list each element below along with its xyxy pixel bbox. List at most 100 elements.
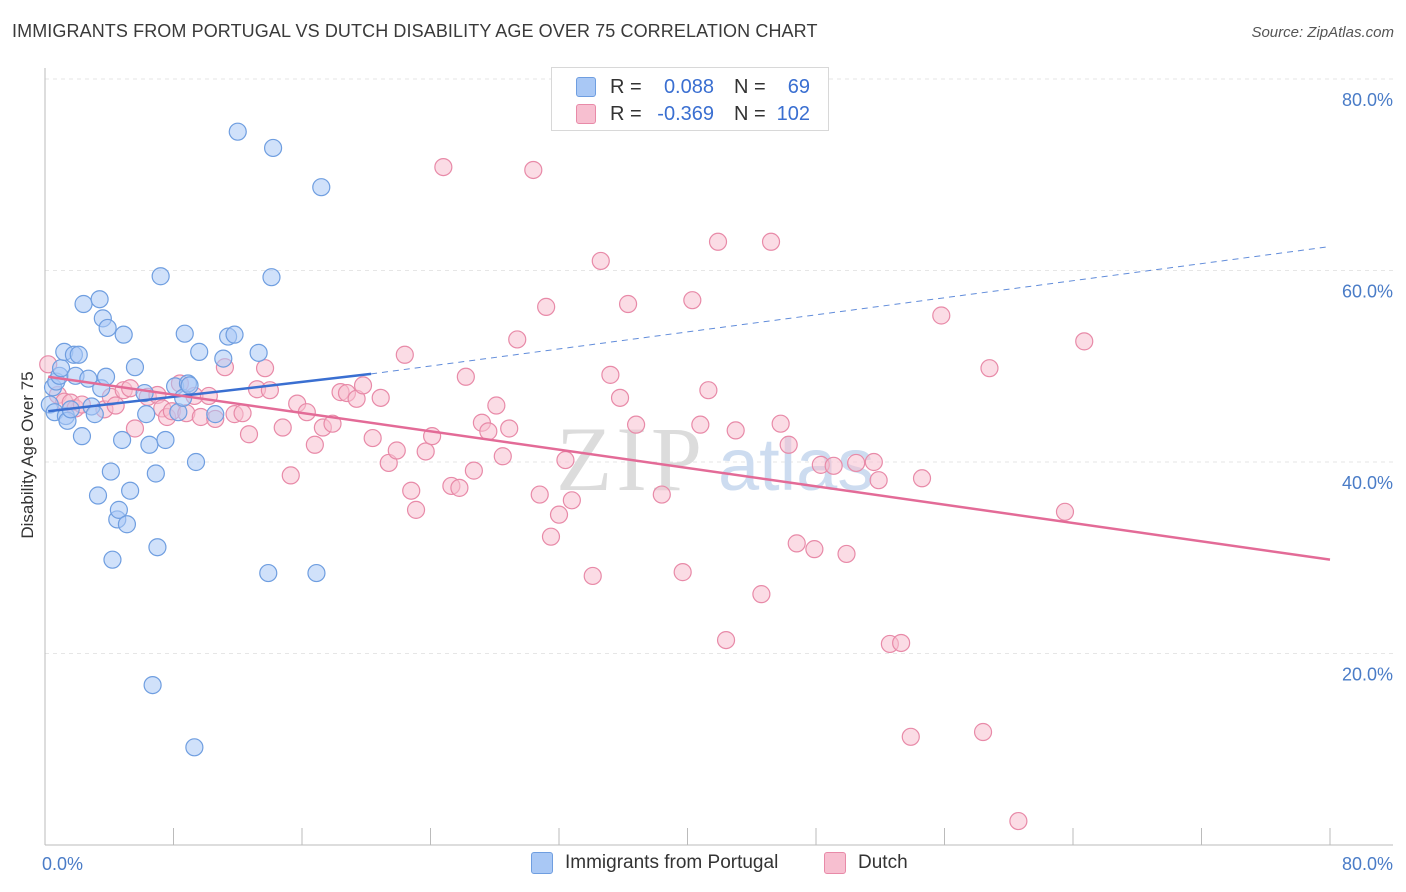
dutch-point [716, 630, 736, 650]
dutch-point [402, 481, 421, 500]
legend-n-value: 69 [787, 75, 810, 98]
dutch-point [1009, 811, 1028, 831]
portugal-point [259, 563, 278, 583]
dutch-point [610, 388, 630, 407]
portugal-point [69, 345, 88, 364]
y-tick-label: 60.0% [1342, 282, 1393, 302]
portugal-point [225, 325, 244, 344]
dutch-point [239, 425, 259, 444]
dutch-point [1075, 332, 1094, 351]
dutch-point [892, 633, 911, 653]
dutch-point [1055, 502, 1075, 521]
dutch-point [932, 306, 951, 325]
portugal-point [148, 538, 167, 557]
dutch-point [699, 381, 718, 400]
portugal-point [121, 481, 140, 500]
portugal-point [74, 294, 93, 314]
dutch-point [556, 450, 575, 470]
dutch-point [106, 396, 125, 415]
portugal-point [175, 324, 194, 343]
legend-n-value: 102 [776, 102, 810, 125]
dutch-point [837, 544, 856, 564]
legend-swatch-portugal [576, 77, 596, 97]
legend-row-dutch: R = -0.369 N = 102 [576, 101, 810, 127]
y-axis-label: Disability Age Over 75 [18, 371, 37, 538]
dutch-point [434, 157, 453, 177]
dutch-point [683, 291, 702, 310]
dutch-point [500, 419, 519, 438]
dutch-point [395, 345, 414, 364]
dutch-point [771, 414, 790, 433]
portugal-point [190, 342, 209, 361]
portugal-point [143, 675, 162, 695]
dutch-point [537, 297, 556, 316]
portugal-point [249, 343, 268, 362]
dutch-point [601, 365, 620, 384]
correlation-legend: R = 0.088 N = 69 R = -0.369 N = 102 [551, 67, 829, 131]
dutch-point [541, 527, 561, 546]
dutch-point [371, 388, 390, 407]
portugal-point [180, 376, 199, 395]
portugal-point [185, 738, 204, 757]
portugal-point [307, 563, 326, 583]
dutch-point [726, 421, 745, 440]
portugal-point [151, 267, 170, 286]
dutch-point [387, 441, 406, 460]
portugal-point [85, 405, 104, 424]
portugal-point [96, 367, 116, 386]
y-tick-label: 40.0% [1342, 473, 1393, 493]
portugal-point [146, 464, 165, 483]
dutch-point [626, 415, 646, 434]
legend-r-value: 0.088 [663, 75, 714, 98]
portugal-point [263, 138, 283, 158]
y-tick-label: 20.0% [1342, 665, 1393, 685]
bottom-legend-label-portugal: Immigrants from Portugal [565, 852, 779, 873]
legend-r-label: R = [610, 102, 642, 125]
bottom-legend-dutch: Dutch [824, 852, 908, 874]
dutch-point [508, 330, 527, 349]
dutch-point [353, 376, 373, 395]
portugal-point [103, 550, 122, 569]
bottom-legend-swatch-portugal [531, 852, 553, 874]
dutch-point [652, 485, 671, 504]
dutch-point [125, 419, 145, 438]
dutch-point [199, 386, 218, 406]
portugal-point [156, 430, 175, 450]
dutch-point [524, 160, 543, 180]
portugal-point [125, 358, 145, 377]
legend-n-label: N = [734, 75, 766, 98]
y-tick-label: 80.0% [1342, 90, 1393, 110]
dutch-point [618, 294, 638, 314]
dutch-point [305, 435, 324, 454]
dutch-point [530, 485, 549, 504]
dutch-point [583, 566, 602, 586]
legend-r-label: R = [610, 75, 642, 98]
dutch-point [779, 435, 798, 454]
legend-n-label: N = [734, 102, 766, 125]
dutch-point [824, 456, 843, 475]
source-label: Source: ZipAtlas.com [1251, 24, 1394, 41]
dutch-point [456, 367, 475, 386]
bottom-legend-label-dutch: Dutch [858, 852, 908, 873]
axes [44, 68, 1393, 846]
portugal-trend-extension [371, 246, 1331, 375]
dutch-point [752, 585, 771, 604]
dutch-point [591, 251, 610, 271]
dutch-point [847, 453, 866, 473]
portugal-point [228, 122, 247, 141]
dutch-point [233, 404, 252, 423]
portugal-point [101, 462, 120, 481]
legend-swatch-dutch [576, 104, 596, 124]
dutch-point [273, 418, 292, 437]
dutch-point [864, 452, 883, 472]
dutch-points [39, 157, 1094, 831]
dutch-point [912, 469, 932, 488]
portugal-point [186, 452, 206, 472]
legend-r-value: -0.369 [657, 102, 714, 125]
dutch-trend-line [48, 375, 1331, 561]
dutch-point [416, 442, 435, 461]
dutch-point [901, 727, 920, 746]
dutch-point [562, 491, 581, 510]
portugal-point [262, 268, 281, 287]
